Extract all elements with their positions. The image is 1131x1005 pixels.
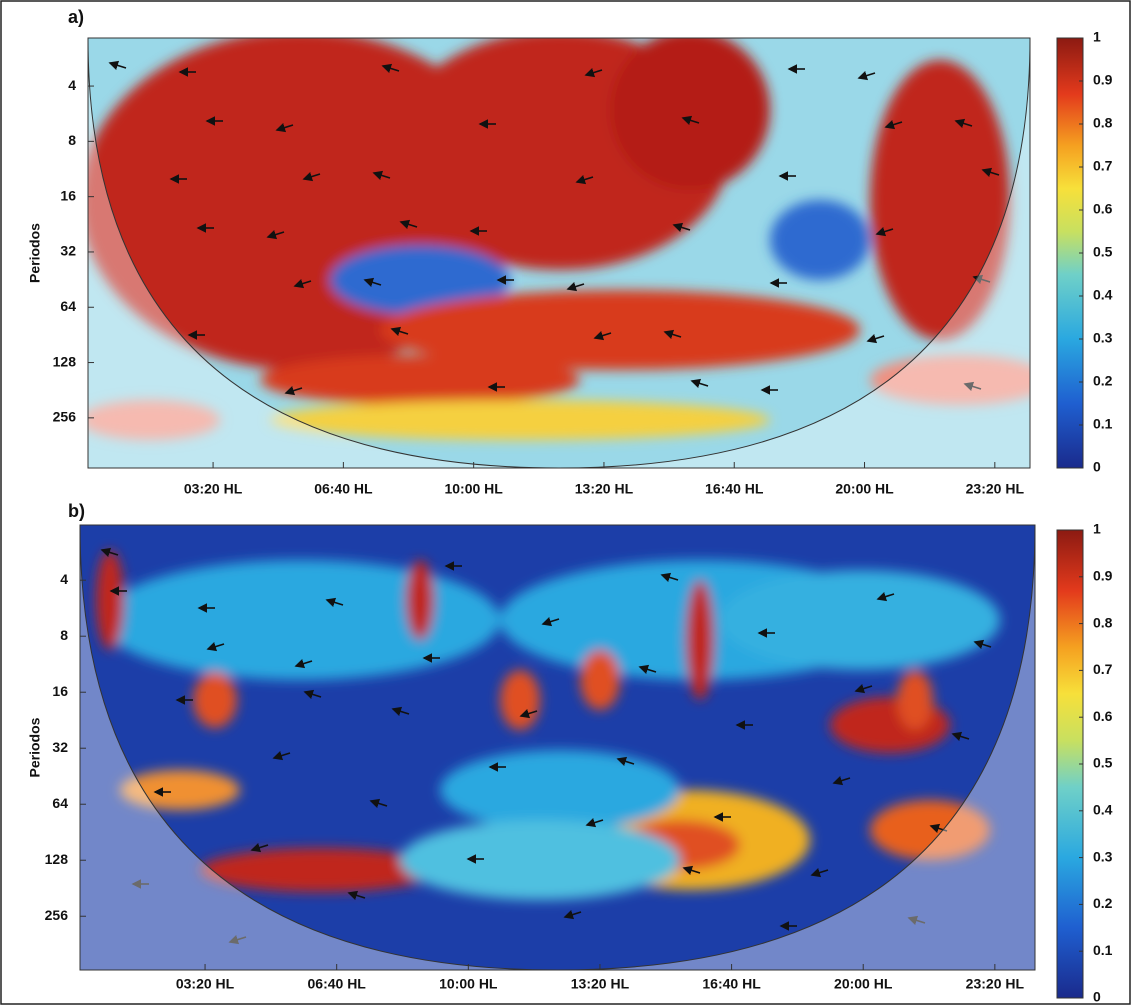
y-tick-label: 128 [53,353,77,369]
colorbar-tick-label: 0.4 [1093,802,1113,818]
coherence-blob [440,750,680,830]
y-axis-label: Periodos [27,717,43,777]
coherence-blob [100,560,500,680]
y-tick-label: 4 [60,571,68,587]
y-tick-label: 8 [68,132,76,148]
y-tick-label: 128 [45,851,69,867]
coherence-blob [897,670,933,730]
panel-label: a) [68,7,84,27]
colorbar-tick-label: 0.5 [1093,755,1113,771]
y-tick-label: 32 [60,243,76,259]
colorbar-tick-label: 0.7 [1093,661,1113,677]
coherence-blob [500,670,540,730]
coherence-blob [270,400,770,440]
colorbar-tick-label: 0.2 [1093,895,1113,911]
x-tick-label: 16:40 HL [705,481,764,497]
y-tick-label: 16 [52,683,68,699]
colorbar-tick-label: 0.6 [1093,708,1113,724]
colorbar-tick-label: 1 [1093,521,1101,537]
page: a) Periodos 4 8 16 32 64 128 256 03:20 HL 06:40 HL… [0,0,1131,1005]
coherence-blob [193,672,237,728]
figure: a) Periodos 4 8 16 32 64 128 256 03:20 HL 06:40 HL… [0,0,1131,1005]
y-axis-label: Periodos [27,223,43,283]
x-tick-label: 20:00 HL [834,976,893,992]
colorbar-tick-label: 0.1 [1093,416,1113,432]
y-tick-label: 64 [52,795,68,811]
colorbar-tick-label: 1 [1093,29,1101,45]
x-tick-label: 06:40 HL [308,976,367,992]
x-tick-label: 23:20 HL [966,481,1025,497]
x-tick-label: 13:20 HL [575,481,634,497]
coherence-blob [580,650,620,710]
colorbar-tick-label: 0.8 [1093,115,1113,131]
colorbar-tick-label: 0 [1093,989,1101,1005]
y-tick-label: 256 [45,907,69,923]
y-tick-label: 8 [60,627,68,643]
colorbar-tick-label: 0.9 [1093,568,1113,584]
coherence-blob [720,570,1000,670]
coherence-blob [406,560,434,640]
colorbar-tick-label: 0.2 [1093,373,1113,389]
x-tick-label: 03:20 HL [176,976,235,992]
coherence-blob [400,820,680,900]
colorbar-tick-label: 0.7 [1093,158,1113,174]
x-tick-label: 20:00 HL [835,481,894,497]
colorbar-tick-label: 0.9 [1093,72,1113,88]
colorbar-tick-label: 0 [1093,459,1101,475]
y-tick-label: 256 [53,409,77,425]
colorbar-tick-label: 0.8 [1093,614,1113,630]
x-tick-label: 06:40 HL [314,481,373,497]
coherence-blob [96,550,124,650]
coherence-blob [686,580,714,700]
colorbar-tick-label: 0.5 [1093,244,1113,260]
y-tick-label: 4 [68,77,76,93]
heatmap [80,30,1050,468]
colorbar-tick-label: 0.6 [1093,201,1113,217]
y-tick-label: 32 [52,739,68,755]
coherence-blob [770,200,870,280]
colorbar-tick-label: 0.3 [1093,848,1113,864]
y-tick-label: 64 [60,298,76,314]
x-tick-label: 16:40 HL [702,976,761,992]
panel-label: b) [68,501,85,521]
x-tick-label: 23:20 HL [966,976,1025,992]
x-tick-label: 10:00 HL [439,976,498,992]
x-tick-label: 03:20 HL [184,481,243,497]
colorbar-tick-label: 0.4 [1093,287,1113,303]
colorbar-tick-label: 0.1 [1093,942,1113,958]
heatmap [80,525,1035,970]
x-tick-label: 13:20 HL [571,976,630,992]
y-tick-label: 16 [60,187,76,203]
coherence-blob [610,30,770,190]
coherence-blob [260,355,580,405]
x-tick-label: 10:00 HL [444,481,503,497]
colorbar-tick-label: 0.3 [1093,330,1113,346]
